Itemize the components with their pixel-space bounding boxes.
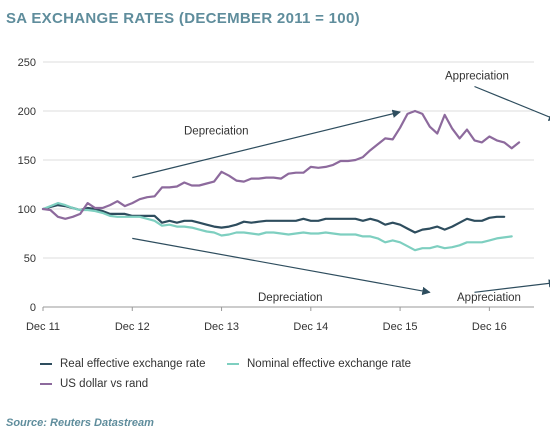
y-tick-label: 100 [18, 204, 36, 216]
annotation-arrow [132, 237, 431, 296]
legend-label-real: Real effective exchange rate [60, 358, 206, 370]
series-lines [41, 109, 521, 252]
source-note: Source: Reuters Datastream [6, 417, 154, 429]
line-real-effective [41, 204, 506, 234]
legend-swatch-real [40, 362, 52, 366]
x-tick-label: Dec 15 [383, 321, 418, 333]
annotation-label: Depreciation [258, 292, 323, 304]
legend-label-nominal: Nominal effective exchange rate [247, 358, 412, 370]
annotation-label: Appreciation [457, 292, 521, 304]
legend-swatch-usd [40, 382, 52, 386]
y-tick-label: 50 [24, 253, 36, 265]
x-tick-label: Dec 11 [26, 321, 60, 333]
legend-item-nominal: Nominal effective exchange rate [227, 358, 411, 370]
annotations: Depreciation Appreciation Depreciation Appr… [132, 71, 550, 304]
legend-swatch-nominal [227, 362, 239, 366]
grid [43, 61, 534, 308]
legend-label-usd: US dollar vs rand [60, 378, 149, 390]
y-tick-label: 250 [18, 57, 36, 69]
line-usd-vs-rand [41, 109, 521, 220]
x-tick-label: Dec 12 [115, 321, 150, 333]
annotation-label: Appreciation [445, 71, 509, 83]
x-tick-label: Dec 16 [472, 321, 507, 333]
y-tick-label: 200 [18, 106, 36, 118]
y-tick-label: 0 [30, 302, 36, 314]
x-axis: Dec 11 Dec 12 Dec 13 Dec 14 Dec 15 Dec 16 [26, 307, 507, 333]
annotation-label: Depreciation [184, 126, 249, 138]
legend-item-real: Real effective exchange rate [40, 358, 206, 370]
y-axis: 0 50 100 150 200 250 [18, 57, 36, 314]
y-tick-label: 150 [18, 155, 36, 167]
x-tick-label: Dec 14 [293, 321, 328, 333]
legend-item-usd: US dollar vs rand [40, 378, 148, 390]
annotation-arrow [132, 109, 401, 179]
annotation-arrow [474, 85, 550, 121]
annotation-arrow [474, 279, 550, 293]
x-tick-label: Dec 13 [204, 321, 239, 333]
line-nominal-effective [41, 202, 513, 252]
chart-title: SA EXCHANGE RATES (DECEMBER 2011 = 100) [6, 10, 360, 27]
